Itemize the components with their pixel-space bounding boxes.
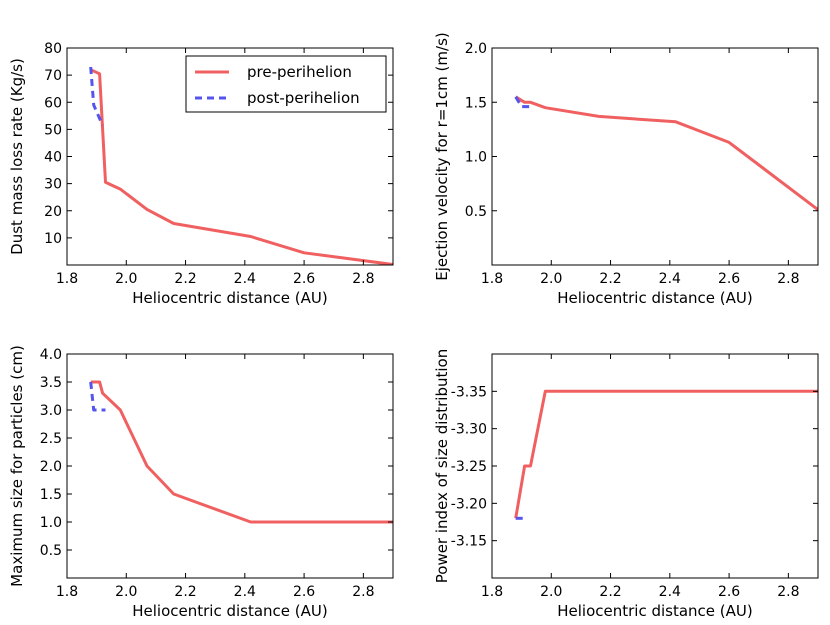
y-tick-label: 2.0 — [465, 41, 487, 57]
legend: pre-perihelion post-perihelion — [185, 55, 387, 113]
legend-pre-label: pre-perihelion — [247, 63, 352, 81]
chart-panel-3: 1.8 2.0 2.2 2.4 2.6 2.8 0.5 1.0 1.5 2.0 2.5 3.0 3.5 4… — [8, 345, 394, 620]
x-tick-label: 2.6 — [293, 584, 315, 600]
y-tick-label: 1.0 — [40, 515, 62, 531]
x-axis-label: Heliocentric distance (AU) — [557, 602, 753, 620]
x-tick-label: 2.8 — [777, 271, 799, 287]
pre-perihelion-line-2 — [514, 95, 818, 211]
y-tick-label: 0.5 — [465, 204, 487, 220]
y-tick-label: -3.35 — [451, 384, 487, 400]
y-tick-label: 10 — [44, 231, 62, 247]
chart-panel-4: 1.8 2.0 2.2 2.4 2.6 2.8 -3.15 -3.20 -3.25 -3.30 -3… — [433, 349, 819, 620]
y-tick-label: 4.0 — [40, 347, 62, 363]
y-tick-label: -3.30 — [451, 422, 487, 438]
y-tick-label: 60 — [44, 95, 62, 111]
y-axis-label: Dust mass loss rate (Kg/s) — [8, 58, 26, 255]
y-tick-label: 3.5 — [40, 375, 62, 391]
x-tick-label: 2.2 — [174, 584, 196, 600]
x-tick-label: 2.4 — [234, 271, 256, 287]
x-tick-label: 2.8 — [352, 584, 374, 600]
x-tick-label: 2.2 — [599, 584, 621, 600]
x-tick-label: 2.2 — [599, 271, 621, 287]
y-tick-label: 1.5 — [40, 487, 62, 503]
x-tick-label: 2.0 — [115, 271, 137, 287]
x-tick-label: 2.2 — [174, 271, 196, 287]
y-tick-label: 0.5 — [40, 543, 62, 559]
y-tick-label: 1.5 — [465, 95, 487, 111]
pre-perihelion-line-4 — [514, 389, 818, 519]
y-tick-label: 50 — [44, 122, 62, 138]
plot-frame — [66, 353, 394, 579]
legend-box — [185, 55, 387, 113]
y-tick-label: 2.0 — [40, 459, 62, 475]
legend-post-label: post-perihelion — [247, 89, 360, 107]
x-axis-label: Heliocentric distance (AU) — [557, 289, 753, 307]
x-tick-label: 2.8 — [352, 271, 374, 287]
y-tick-label: 30 — [44, 177, 62, 193]
x-tick-label: 2.0 — [540, 271, 562, 287]
x-tick-label: 1.8 — [481, 584, 503, 600]
pre-perihelion-line-1 — [90, 68, 393, 265]
x-tick-label: 2.6 — [718, 271, 740, 287]
y-tick-label: 70 — [44, 68, 62, 84]
y-tick-label: 40 — [44, 150, 62, 166]
y-tick-label: 80 — [44, 41, 62, 57]
x-tick-label: 1.8 — [481, 271, 503, 287]
x-tick-label: 2.4 — [659, 584, 681, 600]
x-tick-label: 2.6 — [293, 271, 315, 287]
y-tick-label: 20 — [44, 204, 62, 220]
x-axis-label: Heliocentric distance (AU) — [132, 289, 328, 307]
y-tick-label: -3.20 — [451, 496, 487, 512]
y-tick-label: -3.15 — [451, 534, 487, 550]
x-tick-label: 2.8 — [777, 584, 799, 600]
x-tick-label: 2.0 — [115, 584, 137, 600]
pre-perihelion-line-3 — [90, 380, 393, 524]
y-tick-label: 1.0 — [465, 150, 487, 166]
y-axis-label: Maximum size for particles (cm) — [8, 345, 26, 587]
x-tick-label: 2.6 — [718, 584, 740, 600]
y-tick-label: 2.5 — [40, 431, 62, 447]
chart-panel-2: 1.8 2.0 2.2 2.4 2.6 2.8 0.5 1.0 1.5 2.0 Heliocentr… — [433, 32, 819, 307]
y-tick-label: 3.0 — [40, 403, 62, 419]
x-axis-label: Heliocentric distance (AU) — [132, 602, 328, 620]
x-tick-label: 1.8 — [56, 584, 78, 600]
y-axis-label: Ejection velocity for r=1cm (m/s) — [433, 32, 451, 281]
post-perihelion-line-3 — [89, 381, 106, 412]
x-tick-label: 2.0 — [540, 584, 562, 600]
y-axis-label: Power index of size distribution — [433, 349, 451, 584]
plot-frame — [491, 47, 819, 266]
plot-frame — [491, 353, 819, 579]
x-tick-label: 1.8 — [56, 271, 78, 287]
chart-panel-1: 1.8 2.0 2.2 2.4 2.6 2.8 10 20 30 40 50 60 70 80 Helioc… — [8, 41, 394, 307]
x-tick-label: 2.4 — [234, 584, 256, 600]
post-perihelion-line-1 — [89, 66, 104, 126]
x-tick-label: 2.4 — [659, 271, 681, 287]
post-perihelion-line-2 — [514, 96, 531, 109]
y-tick-label: -3.25 — [451, 459, 487, 475]
